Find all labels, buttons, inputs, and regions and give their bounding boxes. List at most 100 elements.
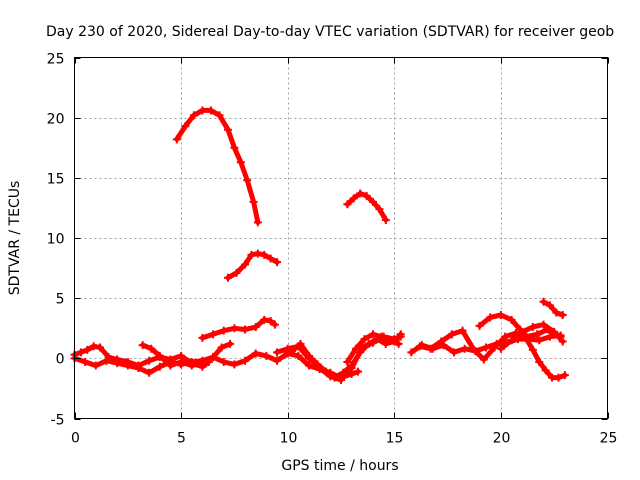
series-arc-4 [198,315,279,342]
data-point [518,327,527,336]
data-point [475,321,484,330]
y-tick-label: 5 [56,292,65,308]
series-arc-8 [138,339,235,370]
data-point [528,323,537,332]
data-point [558,311,567,320]
series-arc-5 [539,297,567,320]
data-point [554,373,563,382]
data-point [337,375,345,384]
data-point [138,341,147,350]
data-point [560,371,569,380]
data-point [545,301,554,310]
data-point [362,191,371,200]
data-point [209,330,218,339]
data-point [539,320,548,329]
data-point [249,197,258,206]
data-point [253,218,262,227]
data-point [145,368,154,377]
series-arc-3 [224,249,282,282]
data-point [415,342,424,351]
data-point [198,106,207,115]
data-point [198,359,207,368]
data-point [241,356,250,365]
data-point [273,348,282,357]
data-point [356,348,365,357]
data-point [215,111,224,120]
data-point [426,344,435,353]
data-point [394,339,403,348]
data-point [294,351,303,360]
data-point [187,361,196,370]
data-point [496,311,505,320]
data-point [479,355,488,364]
data-series [70,106,569,384]
data-point [356,189,365,198]
data-point [113,359,122,368]
data-point [283,344,292,353]
data-point [437,337,446,346]
data-point [83,345,92,354]
data-point [230,324,239,333]
series-line [174,107,261,225]
x-tick-label: 25 [600,431,618,447]
data-point [377,332,386,341]
data-point [155,362,164,371]
data-point [81,357,90,366]
data-point [206,106,215,115]
data-point [226,339,235,348]
data-point [496,344,505,353]
data-point [247,250,256,259]
data-point [273,356,282,365]
data-point [262,351,271,360]
data-point [96,343,105,352]
data-point [91,361,100,370]
data-point [166,361,175,370]
data-point [545,332,554,341]
data-point [535,357,544,366]
data-point [123,361,132,370]
data-point [260,250,269,259]
data-point [305,351,314,360]
data-point [486,313,495,322]
x-tick-label: 0 [71,431,80,447]
series-line [72,343,212,370]
y-tick-label: -5 [51,413,65,429]
data-point [347,361,356,370]
data-point [224,125,233,134]
x-axis-label: GPS time / hours [281,458,398,474]
data-point [89,342,98,351]
data-point [189,111,198,120]
data-point [507,336,516,345]
series-line [72,351,361,381]
data-point [349,194,358,203]
data-point [552,308,561,317]
series-arc-2 [343,189,390,224]
data-point [449,348,458,357]
data-point [447,330,456,339]
data-point [296,339,305,348]
data-point [102,356,111,365]
data-point [368,330,377,339]
data-point [458,326,467,335]
data-point [375,205,384,214]
data-point [322,367,331,376]
data-point [343,357,352,366]
data-point [209,353,218,362]
grid [74,57,608,419]
y-tick-label: 25 [47,52,65,68]
data-point [155,351,164,360]
data-point [253,249,262,258]
data-point [313,360,322,369]
data-point [351,344,360,353]
data-point [224,273,233,282]
data-point [251,323,260,332]
data-point [236,158,245,167]
series-arc-14 [475,311,569,382]
data-point [172,135,181,144]
series-line [140,341,233,369]
data-point [305,361,314,370]
data-point [339,368,348,377]
data-point [232,268,241,277]
data-point [535,336,544,345]
data-point [539,297,548,306]
